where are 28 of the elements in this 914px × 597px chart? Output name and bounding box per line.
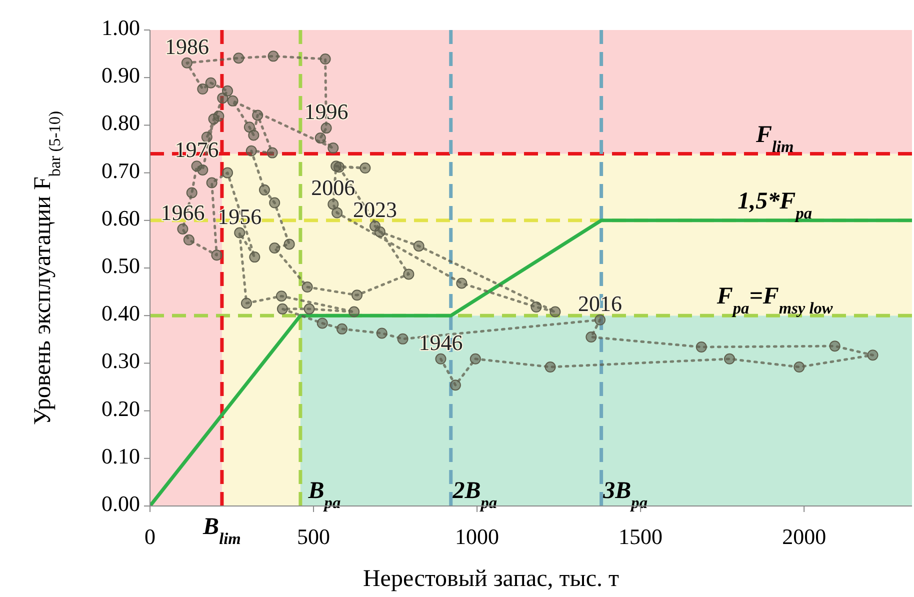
y-tick-label: 0.60 [102,205,140,230]
y-tick-label: 0.50 [102,253,140,278]
y-tick-label: 0.90 [102,62,140,88]
ref-line-label: F$_{lim}$ [754,122,794,156]
annotation: 1986 [164,34,209,59]
y-tick-label: 0.20 [102,396,140,421]
x-tick-label: 1000 [455,524,500,549]
x-axis-title: Нерестовый запас, тыс. т [362,566,620,592]
y-tick-label: 1.00 [102,15,140,40]
x-tick-label: 0 [144,524,156,549]
annotation: 1946 [418,330,463,355]
x-tick-label: 500 [297,524,330,549]
annotation: 1996 [304,99,348,124]
ref-line-label: 1,5*F$_{pa}$ [738,188,812,222]
y-tick-label: 0.00 [102,491,140,516]
ref-line-label: F$_{pa}$=F$_{msy low}$ [716,284,833,318]
y-tick-label: 0.10 [102,443,140,468]
x-tick-label: 1500 [618,524,663,549]
y-tick-label: 0.70 [102,158,140,183]
y-tick-label: 0.30 [102,348,140,374]
x-tick-label: 2000 [782,524,826,549]
ref-line-label: B$_{lim}$ [202,514,241,548]
annotation: 2023 [353,197,398,222]
y-tick-label: 0.80 [102,110,140,136]
annotation: 2006 [311,175,356,200]
annotation: 2016 [578,290,622,316]
y-tick-label: 0.40 [102,300,140,326]
annotation: 1966 [160,200,205,225]
